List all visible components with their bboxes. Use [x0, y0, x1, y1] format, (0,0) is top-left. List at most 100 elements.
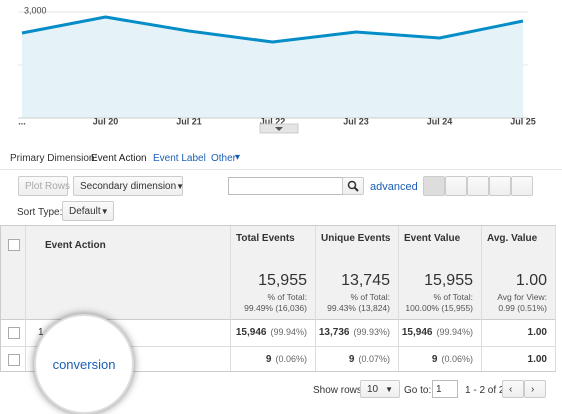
column-header[interactable]: Avg. Value: [487, 233, 538, 244]
total-detail: 0.99 (0.51%): [498, 303, 547, 313]
total-caption: Avg for View:: [497, 292, 547, 302]
cell-percent: (0.06%): [441, 354, 473, 364]
magnified-label: conversion: [52, 356, 116, 372]
line: [21, 15, 524, 44]
goto-input[interactable]: 1: [432, 380, 458, 398]
cell: 9 (0.07%): [315, 354, 390, 365]
sort-type-label: Sort Type:: [17, 207, 63, 218]
dimension-option[interactable]: Other: [211, 153, 237, 164]
x-tick-label: Jul 20: [93, 116, 119, 126]
cell-value: 1.00: [527, 327, 547, 338]
view-pie[interactable]: [445, 176, 467, 196]
y-tick-label: 3,000: [24, 5, 47, 15]
x-tick-label: Jul 23: [343, 116, 369, 126]
search-button[interactable]: [342, 177, 364, 195]
cell-percent: (99.94%): [270, 327, 307, 337]
arrow: ▼: [385, 384, 393, 394]
sort-type-dropdown[interactable]: Default ▼: [62, 201, 114, 221]
label: Secondary dimension: [80, 180, 177, 192]
row-checkbox[interactable]: [8, 327, 20, 339]
column-header[interactable]: Unique Events: [321, 233, 391, 244]
column-divider: [25, 226, 26, 371]
drag-arrow: [275, 127, 283, 131]
cell: 13,736 (99.93%): [315, 327, 390, 338]
cell: 1.00: [481, 327, 547, 338]
select-all-checkbox[interactable]: [8, 239, 20, 251]
total-detail: 99.49% (16,036): [244, 303, 307, 313]
total-value: 1.00: [515, 272, 547, 289]
cell-value: 15,946: [401, 327, 433, 338]
column-divider: [230, 226, 231, 371]
row-checkbox[interactable]: [8, 354, 20, 366]
show-rows-label: Show rows:: [313, 385, 365, 396]
total-caption: % of Total:: [350, 292, 390, 302]
cell: 15,946 (99.94%): [398, 327, 473, 338]
x-tick-label: Jul 24: [427, 116, 453, 126]
row-divider: [1, 346, 555, 347]
label: 10: [367, 383, 379, 395]
total-value: 15,955: [258, 272, 307, 289]
page-range: 1 - 2 of 2: [465, 385, 505, 396]
total-caption: % of Total:: [267, 292, 307, 302]
cell-value: 9: [431, 354, 438, 365]
label: Default: [69, 205, 101, 217]
cell: 9 (0.06%): [398, 354, 473, 365]
dimension-option[interactable]: Event Label: [153, 153, 206, 164]
totals-bg: [1, 264, 555, 320]
primary-dimension-label: Primary Dimension:: [10, 153, 98, 164]
column-header[interactable]: Event Action: [45, 240, 106, 251]
row-index: 1.: [38, 327, 47, 338]
search-icon: [347, 180, 359, 192]
view-table[interactable]: [423, 176, 445, 196]
area: [22, 17, 523, 119]
cell: 1.00: [481, 354, 547, 365]
divider: [0, 169, 562, 170]
cell: 9 (0.06%): [230, 354, 307, 365]
column-divider: [481, 226, 482, 371]
cell-percent: (0.06%): [275, 354, 307, 364]
show-rows-select[interactable]: 10 ▼: [360, 380, 400, 398]
column-header[interactable]: Total Events: [236, 233, 295, 244]
column-divider: [398, 226, 399, 371]
secondary-dimension-dropdown[interactable]: Secondary dimension ▼: [73, 176, 185, 196]
magnifier: conversion: [34, 314, 134, 414]
cell-value: 1.00: [527, 354, 547, 365]
view-comparison[interactable]: [489, 176, 511, 196]
dimension-option[interactable]: Event Action: [91, 153, 147, 164]
prev-button[interactable]: ‹: [502, 380, 524, 398]
column-divider: [315, 226, 316, 371]
data-table: Event Action Total Events Unique Events Eve…: [0, 225, 556, 372]
plot-rows-button[interactable]: Plot Rows: [18, 176, 70, 196]
total-caption: % of Total:: [433, 292, 473, 302]
total-value: 15,955: [424, 272, 473, 289]
arrow: ▼: [100, 206, 109, 216]
cell-value: 9: [265, 354, 272, 365]
cell-value: 13,736: [318, 327, 350, 338]
view-icons: [423, 176, 533, 196]
cell-value: 9: [348, 354, 355, 365]
arrow: ▼: [176, 181, 185, 191]
advanced-link[interactable]: advanced: [370, 181, 418, 193]
x-tick-label: Jul 21: [176, 116, 202, 126]
x-tick-label: ...: [18, 116, 26, 126]
column-divider: [555, 226, 556, 371]
cell: 15,946 (99.94%): [230, 327, 307, 338]
cell-value: 15,946: [235, 327, 267, 338]
total-detail: 99.43% (13,824): [327, 303, 390, 313]
x-tick-label: Jul 22: [260, 116, 286, 126]
search-input[interactable]: [228, 177, 343, 195]
x-tick-label: Jul 25: [510, 116, 536, 126]
total-detail: 100.00% (15,955): [405, 303, 473, 313]
view-pivot[interactable]: [511, 176, 533, 196]
cell-percent: (99.93%): [353, 327, 390, 337]
cell-percent: (0.07%): [358, 354, 390, 364]
column-header[interactable]: Event Value: [404, 233, 461, 244]
dropdown-arrow: ▾: [235, 152, 241, 163]
next-button[interactable]: ›: [524, 380, 546, 398]
view-performance[interactable]: [467, 176, 489, 196]
cell-percent: (99.94%): [436, 327, 473, 337]
goto-label: Go to:: [404, 385, 432, 396]
total-value: 13,745: [341, 272, 390, 289]
